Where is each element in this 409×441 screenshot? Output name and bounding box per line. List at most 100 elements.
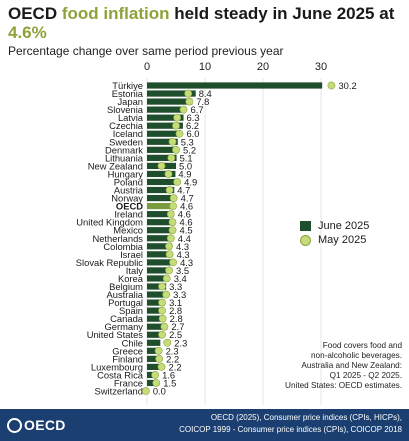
country-label: Australia — [107, 289, 144, 300]
value-label: 2.7 — [171, 321, 184, 332]
may-dot — [327, 81, 336, 90]
june-bar — [147, 315, 164, 322]
may-dot — [157, 362, 166, 371]
country-label: Luxembourg — [91, 361, 143, 372]
june-bar — [147, 259, 172, 266]
may-dot — [162, 274, 171, 283]
note-line-2: non-alcoholic beverages. — [310, 351, 402, 360]
value-label: 4.5 — [180, 225, 193, 236]
legend-item-june: June 2025 — [300, 219, 369, 233]
note-line-3: Australia and New Zealand: — [301, 361, 402, 370]
may-dot — [169, 194, 178, 202]
country-label: Japan — [117, 96, 143, 107]
may-dot — [169, 202, 177, 210]
country-label: Czechia — [109, 120, 144, 131]
bar-chart: 0 10 20 30 Türkiye 30.2 Estonia 8.4 Japan 7.8 Slov… — [76, 61, 357, 405]
may-dot — [167, 153, 176, 162]
value-label: 4.6 — [178, 209, 191, 220]
legend-item-may: May 2025 — [300, 233, 369, 247]
country-label: Slovak Republic — [76, 257, 144, 268]
value-label: 4.3 — [180, 257, 193, 268]
june-bar — [147, 170, 176, 178]
chart-title: OECD food inflation held steady in June … — [8, 4, 403, 42]
country-label: Colombia — [103, 241, 143, 252]
value-label: 2.5 — [169, 329, 182, 340]
may-dot — [175, 129, 184, 138]
may-dot — [172, 121, 180, 130]
june-bar — [147, 275, 167, 282]
may-dot — [185, 97, 194, 106]
june-bar — [147, 355, 160, 362]
june-bar — [147, 331, 162, 338]
value-label: 4.7 — [177, 185, 190, 196]
may-dot — [168, 218, 177, 227]
title-part-1: OECD — [8, 4, 62, 23]
may-dot — [172, 145, 180, 154]
may-dot — [166, 210, 175, 219]
may-dot — [184, 89, 193, 98]
june-bar — [147, 211, 174, 218]
country-label: OECD — [116, 201, 143, 212]
june-bar — [147, 186, 175, 194]
may-dot — [158, 330, 166, 339]
country-label: Spain — [119, 305, 143, 316]
oecd-logo: OECD — [7, 417, 67, 433]
country-label: Costa Rica — [97, 369, 144, 380]
country-label: France — [114, 377, 143, 388]
country-label: Sweden — [109, 136, 143, 147]
x-tick-label: 0 — [144, 61, 150, 73]
may-dot — [158, 306, 166, 315]
value-label: 0.0 — [153, 386, 166, 397]
june-bar — [147, 122, 183, 129]
country-label: Norway — [111, 193, 143, 204]
may-dot — [165, 242, 173, 251]
june-bar — [147, 203, 174, 210]
country-label: Chile — [122, 337, 143, 348]
country-label: Latvia — [118, 112, 144, 123]
value-label: 2.3 — [166, 345, 179, 356]
value-label: 3.1 — [169, 297, 182, 308]
may-dot — [173, 113, 182, 122]
country-label: Estonia — [112, 88, 144, 99]
value-label: 5.3 — [181, 136, 194, 147]
june-bar — [147, 154, 177, 161]
june-bar — [147, 363, 160, 370]
value-label: 3.4 — [174, 273, 187, 284]
x-tick-label: 30 — [315, 61, 327, 73]
june-bar — [147, 283, 167, 290]
country-label: Canada — [110, 313, 144, 324]
june-bar — [147, 178, 176, 186]
value-label: 1.6 — [162, 369, 175, 380]
country-label: United Kingdom — [76, 217, 143, 228]
may-dot — [169, 258, 177, 267]
country-label: Portugal — [108, 297, 143, 308]
country-label: Switzerland — [95, 386, 143, 397]
value-label: 1.5 — [163, 377, 176, 388]
value-label: 3.5 — [176, 265, 189, 276]
title-part-4: 4.6% — [8, 23, 47, 42]
title-part-2: food inflation — [61, 4, 170, 23]
value-label: 3.3 — [169, 281, 182, 292]
country-label: Korea — [118, 273, 144, 284]
x-tick-label: 20 — [257, 61, 269, 73]
value-label: 6.0 — [186, 128, 199, 139]
may-dot — [162, 290, 171, 299]
may-dot — [166, 234, 175, 243]
may-dot — [155, 354, 164, 363]
country-label: Austria — [114, 185, 144, 196]
value-label: 30.2 — [338, 80, 356, 91]
source-line-1: OECD (2025), Consumer price indices (CPI… — [210, 413, 402, 422]
june-bar — [147, 243, 172, 250]
may-dot — [165, 186, 174, 194]
value-label: 4.3 — [177, 249, 190, 260]
value-label: 6.7 — [191, 104, 204, 115]
may-dot — [160, 322, 169, 331]
june-bar — [147, 90, 196, 97]
june-bar — [147, 291, 167, 298]
value-label: 8.4 — [199, 88, 212, 99]
legend-label-may: May 2025 — [318, 234, 367, 246]
value-label: 5.2 — [183, 144, 196, 155]
june-bar — [147, 323, 163, 330]
may-dot — [168, 226, 177, 235]
may-dot — [163, 338, 172, 347]
